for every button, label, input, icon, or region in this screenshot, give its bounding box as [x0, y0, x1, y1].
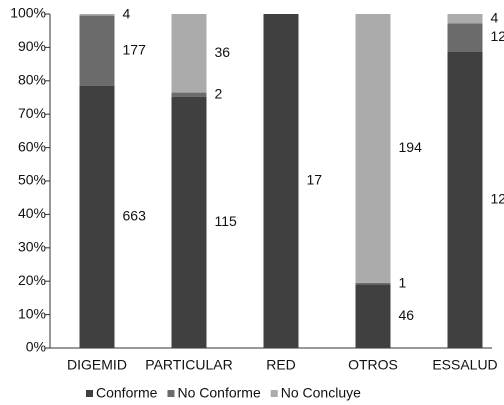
legend-swatch	[86, 390, 93, 397]
data-label: 115	[215, 213, 238, 229]
data-label: 17	[307, 172, 323, 188]
x-tick-label: OTROS	[348, 357, 398, 373]
y-tick-label: 30%	[18, 239, 46, 255]
data-label: 4	[123, 5, 131, 21]
legend-label: Conforme	[96, 385, 158, 401]
data-label: 46	[399, 307, 415, 323]
bar-segment	[355, 284, 391, 348]
x-tick-label: DIGEMID	[67, 357, 127, 373]
bar-segment	[171, 96, 207, 348]
data-label: 126	[491, 191, 504, 207]
bar-segment	[79, 14, 115, 16]
y-tick-label: 0%	[26, 339, 46, 355]
data-label: 663	[123, 208, 147, 224]
bar-segment	[447, 51, 483, 349]
y-tick-label: 10%	[18, 305, 46, 321]
bar-segment	[355, 282, 391, 285]
y-tick-label: 80%	[18, 72, 46, 88]
data-label: 4	[491, 9, 499, 25]
bar-segment	[79, 15, 115, 86]
bar-segment	[447, 14, 483, 24]
bar-segment	[79, 85, 115, 348]
y-tick-label: 90%	[18, 38, 46, 54]
y-tick-label: 50%	[18, 172, 46, 188]
y-tick-label: 20%	[18, 272, 46, 288]
bar-segment	[355, 14, 391, 283]
x-tick-label: RED	[266, 357, 296, 373]
data-label: 2	[215, 85, 223, 101]
legend-label: No Concluye	[281, 385, 361, 401]
legend-label: No Conforme	[177, 385, 260, 401]
bar-segment	[263, 14, 299, 348]
x-tick-label: ESSALUD	[432, 357, 497, 373]
x-tick-label: PARTICULAR	[145, 357, 232, 373]
bar-segment	[447, 23, 483, 52]
data-label: 12	[491, 28, 504, 44]
legend-swatch	[167, 390, 175, 397]
bar-segment	[171, 14, 207, 93]
y-tick-label: 70%	[18, 105, 46, 121]
data-label: 36	[215, 44, 231, 60]
data-label: 177	[123, 41, 147, 57]
y-tick-label: 40%	[18, 205, 46, 221]
legend-swatch	[270, 390, 278, 397]
data-label: 194	[399, 139, 423, 155]
y-tick-label: 60%	[18, 138, 46, 154]
bar-segment	[171, 92, 207, 97]
data-label: 1	[399, 274, 407, 290]
y-tick-label: 100%	[10, 5, 46, 21]
